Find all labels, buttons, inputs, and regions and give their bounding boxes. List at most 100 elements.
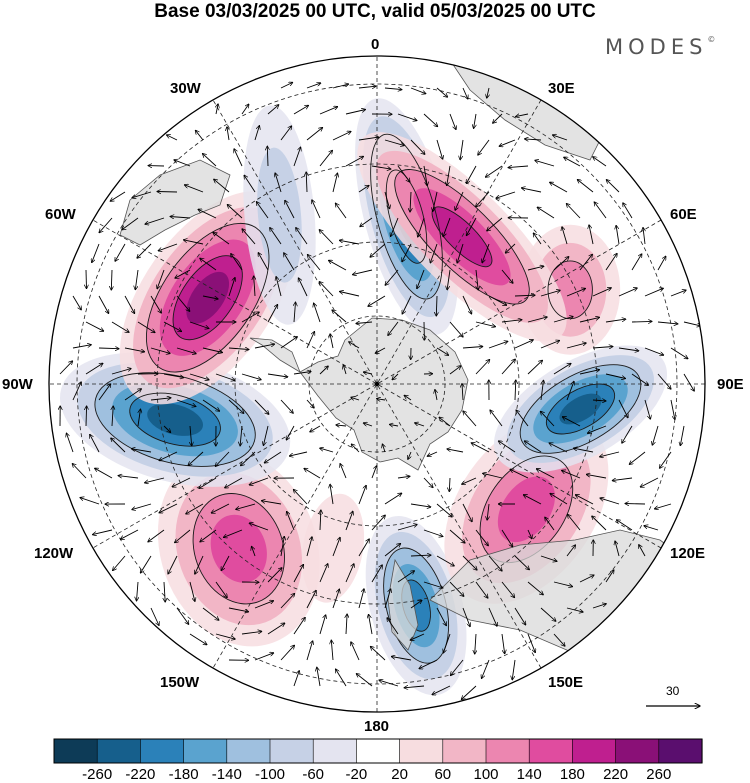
wind-vector bbox=[241, 312, 259, 323]
wind-vector bbox=[562, 227, 568, 245]
wind-vector bbox=[163, 321, 182, 332]
brand-name: MODES bbox=[605, 35, 708, 59]
wind-vector bbox=[175, 529, 191, 543]
wind-vector bbox=[410, 633, 425, 640]
colorbar-frame bbox=[53, 738, 703, 764]
wind-vector bbox=[423, 529, 443, 537]
wind-vector bbox=[157, 269, 165, 289]
wind-vector bbox=[330, 484, 334, 505]
wind-vector bbox=[356, 322, 373, 324]
colorbar-tick-label: -20 bbox=[345, 766, 368, 783]
wind-vector bbox=[606, 180, 620, 193]
wind-vector bbox=[631, 321, 652, 322]
wind-vector bbox=[487, 217, 503, 231]
wind-vector bbox=[329, 260, 347, 271]
wind-vector bbox=[475, 321, 496, 327]
wind-vector bbox=[202, 607, 219, 620]
map-border bbox=[48, 55, 706, 713]
wind-vector bbox=[575, 495, 594, 505]
wind-vector bbox=[540, 555, 557, 561]
wind-vector bbox=[280, 337, 297, 349]
wind-vector bbox=[188, 451, 204, 465]
wind-vector bbox=[540, 411, 555, 427]
wind-vector bbox=[228, 607, 249, 612]
wind-vector bbox=[241, 104, 249, 115]
wind-vector bbox=[111, 269, 112, 290]
wind-vector bbox=[340, 464, 347, 479]
wind-vector bbox=[586, 474, 607, 479]
wind-vector bbox=[508, 166, 529, 168]
wind-vector bbox=[566, 545, 576, 557]
wind-vector bbox=[140, 555, 152, 573]
wind-vector bbox=[577, 180, 594, 193]
wind-vector bbox=[605, 373, 626, 379]
wind-vector bbox=[111, 369, 131, 375]
wind-vector bbox=[358, 539, 369, 557]
wind-vector bbox=[336, 669, 347, 687]
wind-vector bbox=[592, 604, 606, 609]
meridian-line bbox=[212, 99, 542, 669]
wind-vector bbox=[195, 130, 204, 141]
wind-vector bbox=[236, 503, 256, 509]
wind-vector bbox=[244, 175, 256, 193]
wind-vector bbox=[417, 269, 425, 289]
wind-vector bbox=[644, 399, 650, 419]
lon-label-30w: 30W bbox=[170, 80, 201, 97]
wind-vector bbox=[306, 128, 323, 141]
wind-vector bbox=[623, 203, 633, 219]
new-zealand bbox=[387, 558, 419, 651]
colorbar-tick-label: -220 bbox=[125, 766, 156, 783]
wind-vector bbox=[332, 173, 338, 193]
wind-vector bbox=[514, 340, 533, 349]
wind-vector bbox=[430, 243, 438, 263]
wind-vector bbox=[213, 232, 230, 245]
wind-vector bbox=[566, 204, 581, 219]
wind-vector bbox=[189, 321, 209, 329]
wind-vector bbox=[540, 341, 560, 349]
wind-vector bbox=[66, 433, 74, 453]
wind-vector bbox=[410, 191, 411, 212]
wind-vector bbox=[258, 253, 269, 271]
wind-vector bbox=[540, 380, 544, 401]
wind-vector bbox=[86, 269, 87, 289]
wind-vector bbox=[159, 451, 178, 461]
wind-vector bbox=[293, 671, 299, 687]
wind-vector bbox=[256, 202, 269, 219]
wind-vector bbox=[587, 425, 607, 433]
wind-vector bbox=[59, 361, 73, 375]
wind-vector bbox=[280, 593, 295, 609]
wind-vector bbox=[137, 409, 141, 427]
wind-vector bbox=[227, 205, 243, 219]
wind-vector bbox=[439, 417, 451, 427]
wind-vector bbox=[228, 348, 249, 350]
wind-vector bbox=[385, 269, 399, 285]
wind-vector bbox=[594, 202, 607, 219]
wind-vector bbox=[631, 373, 648, 385]
wind-vector bbox=[487, 503, 489, 520]
wind-vector bbox=[254, 399, 269, 414]
wind-vector bbox=[418, 217, 425, 237]
wind-vector bbox=[249, 523, 269, 531]
wind-vector bbox=[72, 295, 81, 310]
anomaly-blob bbox=[157, 451, 320, 647]
colorbar-tick-label: -60 bbox=[302, 766, 325, 783]
wind-vector bbox=[545, 517, 555, 531]
wind-vector bbox=[622, 425, 633, 443]
wind-vector bbox=[436, 503, 452, 517]
wind-vector bbox=[462, 503, 472, 522]
wind-vector bbox=[600, 498, 620, 505]
wind-vector bbox=[285, 200, 295, 219]
wind-vector bbox=[202, 295, 218, 299]
wind-vector bbox=[228, 399, 244, 413]
wind-vector bbox=[241, 373, 261, 380]
lon-label-30e: 30E bbox=[548, 80, 575, 97]
wind-vector bbox=[536, 469, 555, 479]
wind-vector bbox=[514, 555, 529, 570]
colorbar-tick-label: -180 bbox=[168, 766, 199, 783]
wind-vector bbox=[215, 451, 230, 467]
colorbar-swatch bbox=[312, 738, 358, 764]
wind-vector bbox=[384, 544, 401, 557]
wind-vector bbox=[553, 257, 569, 271]
wind-vector bbox=[85, 363, 103, 375]
wind-vector bbox=[384, 589, 391, 609]
